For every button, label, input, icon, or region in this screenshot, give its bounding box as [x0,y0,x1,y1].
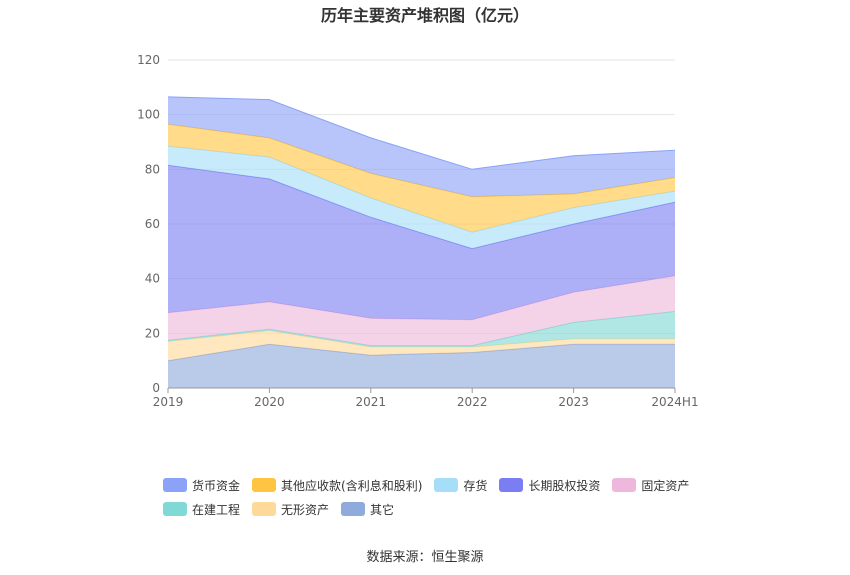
legend-row: 货币资金 其他应收款(含利息和股利) 存货 长期股权投资 固定资产 [163,473,723,497]
x-tick-label: 2022 [457,395,488,409]
y-tick-label: 120 [137,53,160,67]
area-series [168,330,675,361]
legend-label: 无形资产 [281,502,330,517]
legend-swatch [252,478,277,492]
legend-item[interactable]: 无形资产 [252,501,329,518]
area-series [168,146,675,249]
legend-label: 固定资产 [641,478,690,493]
x-tick-label: 2023 [558,395,589,409]
legend-label: 在建工程 [192,502,241,517]
area-series [168,344,675,388]
y-tick-label: 100 [137,108,160,122]
legend-swatch [163,502,187,516]
y-tick-label: 80 [145,162,160,176]
legend-item[interactable]: 其它 [341,501,394,518]
area-series [168,165,675,320]
legend-item[interactable]: 其他应收款(含利息和股利) [252,477,422,494]
legend-swatch [341,502,366,516]
legend-item[interactable]: 存货 [434,477,487,494]
y-tick-label: 20 [145,326,160,340]
x-tick-label: 2021 [356,395,387,409]
legend-item[interactable]: 长期股权投资 [499,477,600,494]
area-series-edge [167,123,676,198]
area-series [168,275,675,346]
legend-label: 其它 [370,502,395,517]
legend-label: 其他应收款(含利息和股利) [281,478,423,493]
legend-item[interactable]: 货币资金 [163,477,240,494]
legend-label: 长期股权投资 [528,478,601,493]
area-series [168,96,675,197]
legend-label: 存货 [463,478,488,493]
chart-title: 历年主要资产堆积图（亿元） [320,6,529,25]
legend-swatch [499,478,524,492]
x-tick-label: 2024H1 [651,395,698,409]
legend-swatch [252,502,277,516]
data-source-note: 数据来源：恒生聚源 [366,550,484,565]
legend-item[interactable]: 固定资产 [612,477,689,494]
x-tick-label: 2020 [254,395,285,409]
y-tick-label: 60 [145,217,160,231]
area-series [168,124,675,233]
area-series [168,311,675,347]
legend-swatch [612,478,637,492]
y-tick-label: 40 [145,272,160,286]
chart-legend: 货币资金 其他应收款(含利息和股利) 存货 长期股权投资 固定资产在建工程 无形资产 其它 [163,473,723,521]
x-tick-label: 2019 [153,395,184,409]
area-series-edge [167,96,676,170]
legend-row: 在建工程 无形资产 其它 [163,497,723,521]
legend-swatch [163,478,187,492]
legend-item[interactable]: 在建工程 [163,501,240,518]
legend-label: 货币资金 [192,478,241,493]
y-tick-label: 0 [152,381,160,395]
legend-swatch [434,478,459,492]
